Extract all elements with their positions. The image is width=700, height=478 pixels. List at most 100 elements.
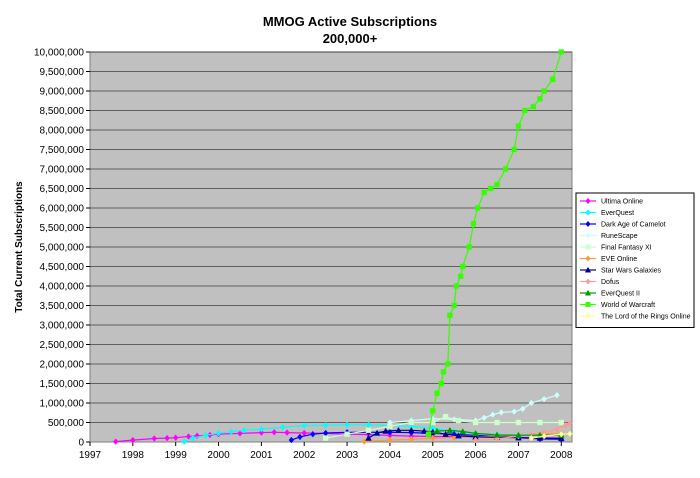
data-point [151, 435, 157, 442]
legend-label: World of Warcraft [601, 302, 655, 309]
series-everquest-ii [425, 426, 565, 438]
data-point [442, 430, 449, 437]
data-point [522, 107, 528, 114]
data-point [215, 429, 222, 437]
data-point [554, 391, 560, 399]
data-point [567, 430, 573, 438]
x-tick-label: 2003 [336, 450, 359, 461]
legend-label: EverQuest II [601, 291, 640, 298]
x-tick-label: 2008 [550, 450, 573, 461]
data-point [494, 181, 500, 188]
data-point [470, 220, 477, 227]
y-tick-label: 6,500,000 [40, 184, 85, 195]
data-point [536, 434, 544, 441]
legend-swatch-marker [585, 312, 591, 320]
y-tick-label: 5,000,000 [40, 243, 85, 254]
data-point [297, 433, 303, 441]
data-point [490, 411, 496, 418]
data-point [280, 423, 286, 431]
x-tick-label: 2002 [293, 450, 316, 461]
data-point [537, 96, 543, 102]
data-point [365, 434, 372, 441]
x-tick-label: 2005 [422, 450, 445, 461]
legend-label: Final Fantasy XI [601, 245, 652, 252]
legend: Ultima Online EverQuest Dark Age of Camelo… [575, 192, 695, 328]
y-axis-ticks: 0 500,000 1,000,000 1,500,000 2,000,000 2,500… [34, 48, 90, 449]
data-point [258, 429, 265, 436]
y-tick-label: 10,000,000 [34, 48, 84, 59]
legend-label: Ultima Online [601, 199, 643, 206]
legend-entry: RuneScape [580, 232, 638, 240]
data-point [288, 436, 295, 444]
data-point [408, 435, 415, 443]
legend-swatch-marker [585, 244, 591, 250]
data-point [459, 428, 467, 435]
data-point [494, 435, 500, 443]
data-point [487, 185, 494, 192]
data-point [520, 405, 526, 413]
y-tick-label: 6,000,000 [40, 204, 85, 215]
data-point [451, 434, 457, 442]
x-tick-label: 2001 [250, 450, 273, 461]
data-point [511, 146, 517, 153]
data-point [408, 419, 414, 426]
data-point [541, 88, 547, 94]
y-tick-label: 0 [78, 438, 84, 449]
data-point [481, 189, 487, 196]
data-point [408, 426, 415, 433]
data-point [258, 425, 265, 433]
legend-swatch-marker [585, 278, 591, 285]
data-point [425, 431, 432, 437]
data-point [455, 432, 462, 439]
data-point [515, 419, 522, 426]
y-tick-label: 9,000,000 [40, 87, 85, 98]
data-point [567, 419, 573, 427]
data-point [530, 103, 537, 110]
data-point [420, 427, 428, 434]
y-tick-label: 3,000,000 [40, 321, 85, 332]
y-axis-label: Total Current Subscriptions [14, 181, 25, 313]
data-point [373, 429, 381, 436]
x-tick-label: 1997 [79, 450, 102, 461]
data-point [164, 434, 170, 442]
legend-swatch-marker [584, 266, 592, 273]
y-tick-label: 500,000 [48, 418, 85, 429]
y-tick-label: 1,000,000 [40, 399, 85, 410]
data-point [493, 431, 501, 438]
chart-subtitle: 200,000+ [323, 31, 378, 46]
series-line [531, 433, 570, 439]
series-world-of-warcraft [425, 49, 564, 437]
legend-entry: EverQuest II [580, 289, 640, 298]
data-point [457, 273, 464, 279]
legend-swatch-marker [585, 302, 591, 307]
data-point [322, 435, 329, 441]
data-point [528, 434, 535, 442]
legend-label: Dofus [601, 279, 620, 286]
y-tick-label: 9,500,000 [40, 67, 85, 78]
data-point [438, 380, 444, 387]
data-point [284, 429, 290, 436]
legend-label: Star Wars Galaxies [601, 268, 662, 275]
legend-label: EVE Online [601, 256, 637, 263]
data-point [466, 244, 472, 250]
legend-entry: World of Warcraft [580, 302, 655, 309]
x-tick-label: 2004 [379, 450, 402, 461]
series-final-fantasy-xi [322, 414, 564, 441]
data-point [537, 419, 543, 426]
data-point [558, 49, 564, 55]
y-tick-label: 5,500,000 [40, 223, 85, 234]
data-point [562, 421, 569, 429]
data-point [344, 431, 350, 437]
data-point [322, 421, 329, 429]
data-point [181, 438, 187, 445]
data-point [130, 436, 136, 444]
y-tick-label: 8,500,000 [40, 106, 85, 117]
x-tick-label: 1999 [165, 450, 188, 461]
legend-entry: Star Wars Galaxies [580, 266, 662, 275]
y-tick-label: 2,000,000 [40, 360, 85, 371]
data-point [112, 438, 119, 445]
data-point [475, 205, 481, 211]
legend-entry: Ultima Online [580, 197, 643, 206]
data-point [433, 427, 441, 434]
